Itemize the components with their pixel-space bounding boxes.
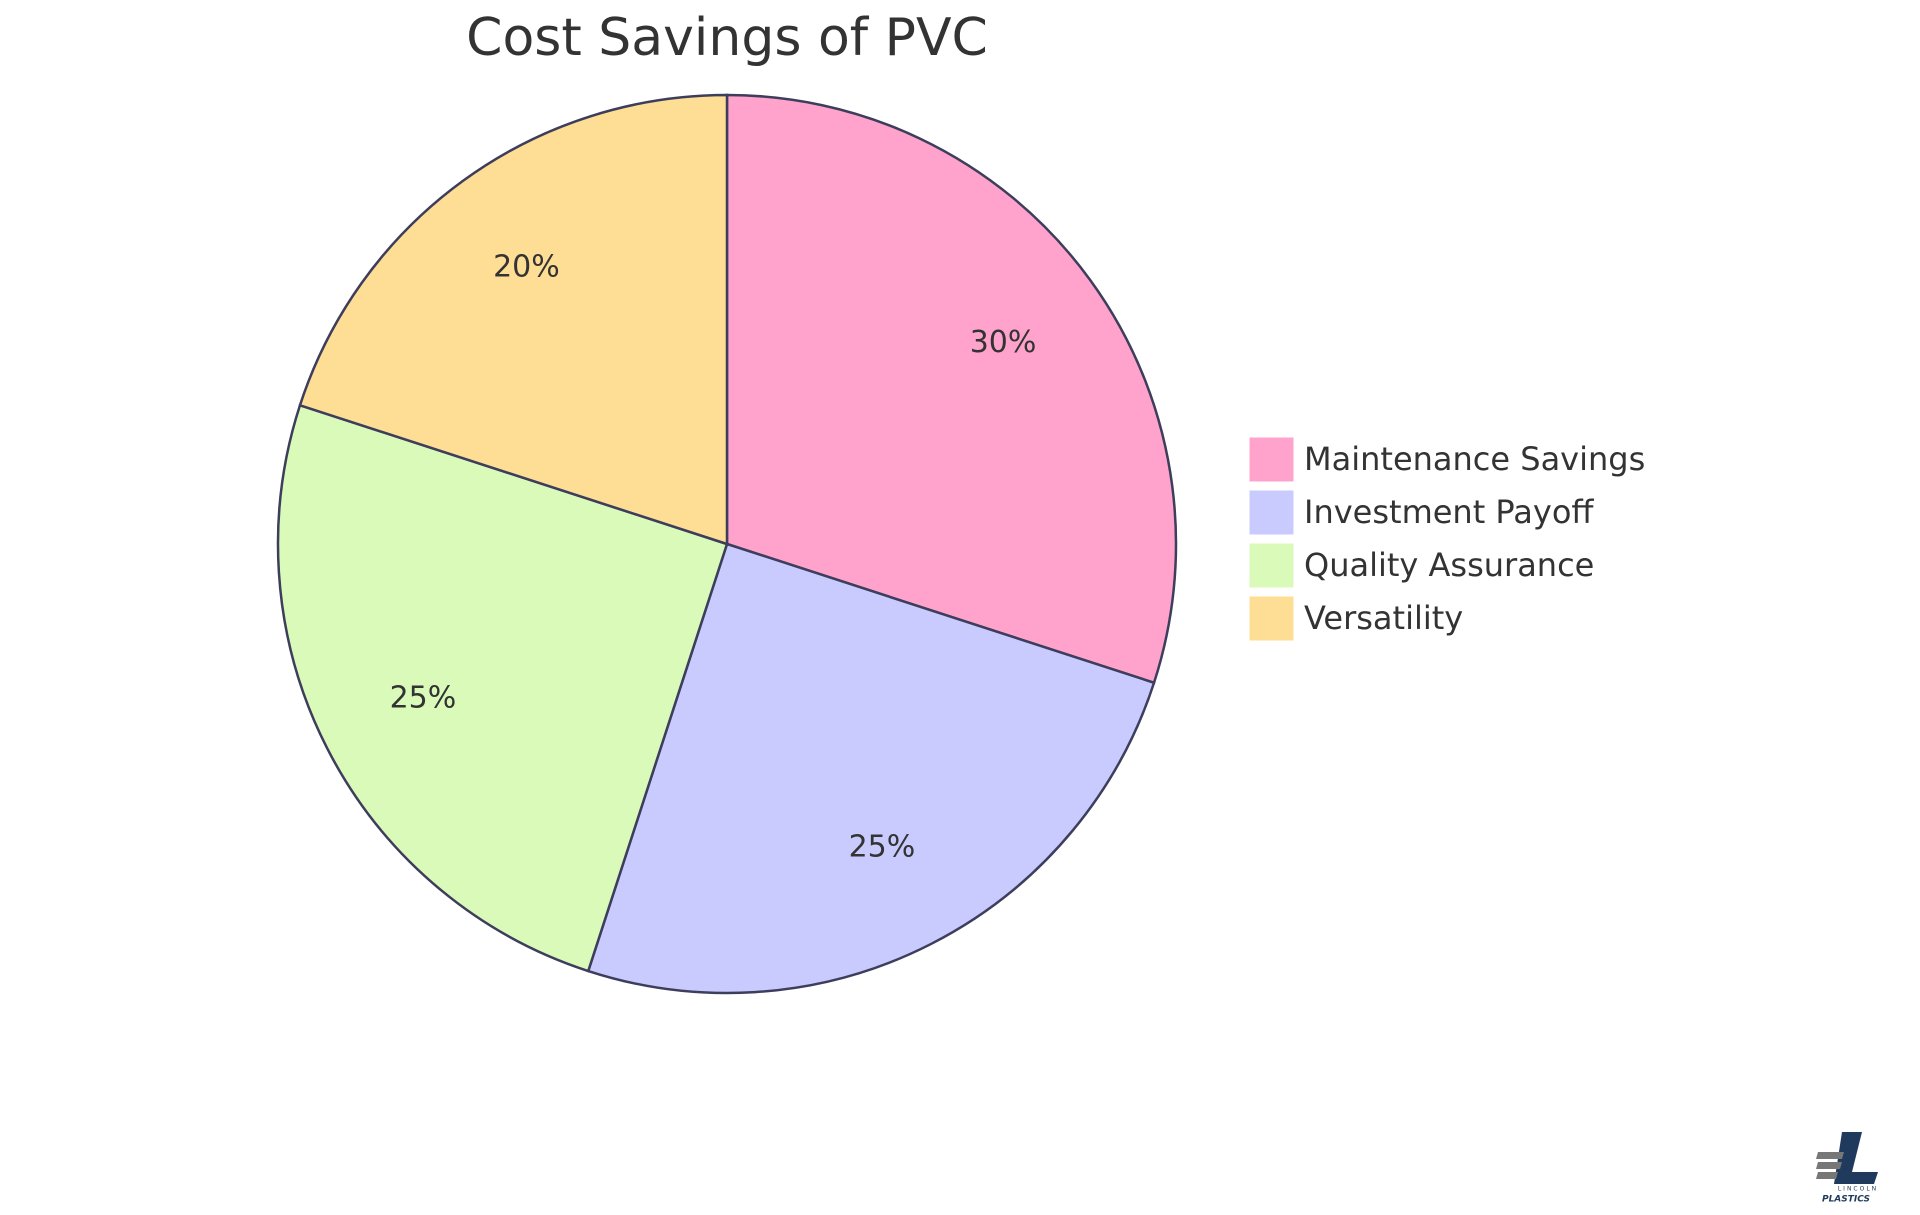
slice-label: 25%	[390, 680, 457, 715]
legend-swatch	[1248, 436, 1295, 483]
chart-title: Cost Savings of PVC	[466, 8, 988, 68]
pie-slice	[586, 542, 1156, 995]
legend-label: Maintenance Savings	[1304, 440, 1645, 478]
logo-text: PLASTICS	[1822, 1195, 1870, 1205]
logo-text: LINCOLN	[1838, 1186, 1878, 1193]
pie-slice	[725, 93, 1178, 685]
slice-label: 20%	[493, 249, 560, 284]
slice-label: 25%	[849, 830, 916, 865]
logo-bar	[1816, 1172, 1838, 1179]
logo-bar	[1816, 1162, 1842, 1169]
pie-slice	[276, 403, 729, 973]
legend-swatch	[1248, 542, 1295, 589]
logo-bar	[1816, 1152, 1844, 1159]
logo: LINCOLN PLASTICS	[1816, 1132, 1878, 1205]
legend-label: Versatility	[1304, 599, 1463, 637]
legend-swatch	[1248, 595, 1295, 642]
pie-slice	[298, 93, 729, 546]
slice-label: 30%	[970, 325, 1037, 360]
legend-label: Investment Payoff	[1304, 493, 1594, 531]
logo-shape	[1834, 1132, 1878, 1184]
legend-label: Quality Assurance	[1304, 546, 1594, 584]
legend-swatch	[1248, 489, 1295, 536]
